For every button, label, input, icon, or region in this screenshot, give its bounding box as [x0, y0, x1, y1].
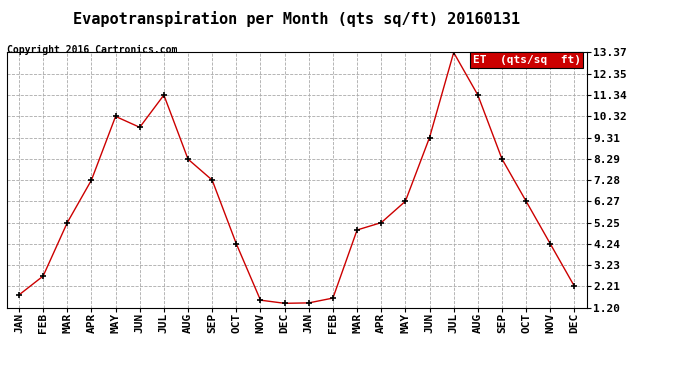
Text: Evapotranspiration per Month (qts sq/ft) 20160131: Evapotranspiration per Month (qts sq/ft)…: [73, 11, 520, 27]
Text: ET  (qts/sq  ft): ET (qts/sq ft): [473, 55, 581, 65]
Text: Copyright 2016 Cartronics.com: Copyright 2016 Cartronics.com: [7, 45, 177, 55]
